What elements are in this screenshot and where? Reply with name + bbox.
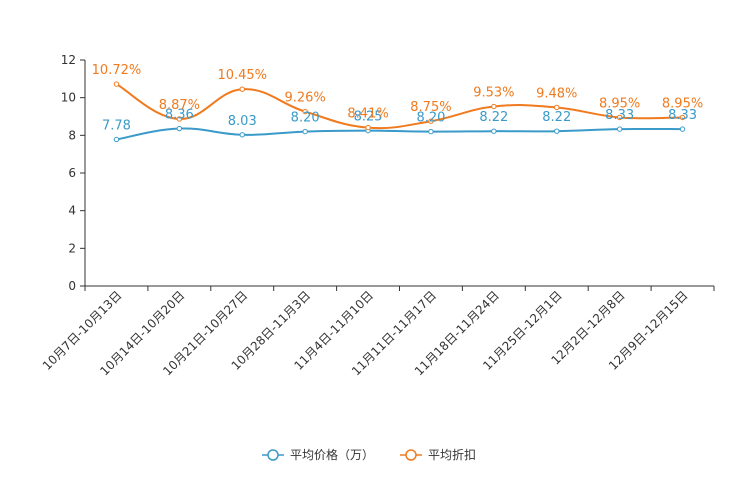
data-point <box>302 128 308 135</box>
y-tick-label: 12 <box>61 53 76 67</box>
data-label: 8.41% <box>347 107 388 122</box>
data-label: 8.87% <box>159 98 200 113</box>
data-label: 10.72% <box>92 63 142 78</box>
series-line-1 <box>116 127 683 141</box>
data-point <box>679 114 686 121</box>
data-label: 8.95% <box>599 96 640 111</box>
data-label: 10.45% <box>217 68 267 83</box>
data-label: 8.95% <box>662 96 703 111</box>
data-point <box>176 125 183 132</box>
data-label: 9.26% <box>284 91 325 106</box>
data-label: 8.36 <box>165 108 194 123</box>
data-label: 8.03 <box>228 114 257 129</box>
data-point <box>616 114 623 121</box>
data-point <box>365 124 371 131</box>
y-tick-label: 2 <box>68 241 76 255</box>
data-point <box>491 103 497 110</box>
data-point <box>616 126 623 132</box>
data-labels: 7.78 8.36 8.03 8.20 8.25 8.20 8.22 8.22 8.33 8.33… <box>92 63 704 133</box>
data-label: 8.33 <box>605 108 634 123</box>
series-line-2 <box>115 83 683 130</box>
legend-label: 平均折扣 <box>428 447 476 462</box>
data-point <box>554 104 560 111</box>
data-point <box>239 86 245 92</box>
legend-item-1[interactable]: 平均价格（万） <box>262 447 374 462</box>
y-tick-label: 0 <box>68 279 76 293</box>
legend[interactable]: 平均价格（万） 平均折扣 <box>262 447 476 462</box>
data-point <box>428 128 434 135</box>
data-point <box>113 81 120 87</box>
y-tick-label: 8 <box>68 128 76 142</box>
data-label: 8.20 <box>291 111 320 126</box>
data-point <box>679 126 686 132</box>
data-label: 8.20 <box>416 111 445 126</box>
y-tick-label: 4 <box>68 204 76 218</box>
data-label: 8.22 <box>542 110 571 125</box>
data-point <box>554 128 560 134</box>
legend-label: 平均价格（万） <box>290 447 374 462</box>
data-point <box>428 118 434 124</box>
data-label: 8.33 <box>668 108 697 123</box>
data-point <box>302 108 308 115</box>
data-label: 9.48% <box>536 86 577 101</box>
legend-marker-icon <box>267 449 279 461</box>
y-tick-label: 10 <box>61 91 76 105</box>
legend-marker-icon <box>405 449 417 461</box>
data-point <box>176 116 183 122</box>
data-label: 8.25 <box>354 110 383 125</box>
legend-item-2[interactable]: 平均折扣 <box>400 447 476 462</box>
data-point <box>113 136 120 143</box>
data-label: 9.53% <box>473 86 514 101</box>
data-label: 8.22 <box>479 110 508 125</box>
y-tick-label: 6 <box>68 166 76 180</box>
series-layer <box>113 81 686 143</box>
data-point <box>491 128 497 134</box>
data-point <box>239 132 245 138</box>
data-label: 8.75% <box>410 100 451 115</box>
data-label: 7.78 <box>102 118 131 133</box>
